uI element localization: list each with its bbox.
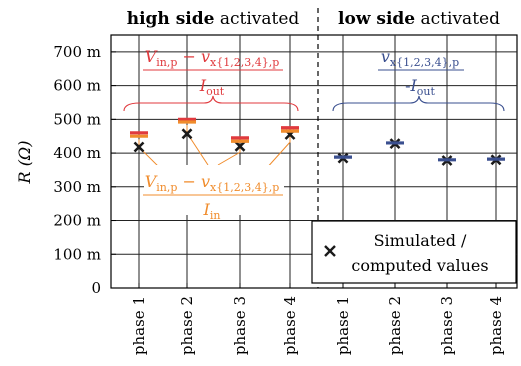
x-tick-label-7: phase 4 (487, 296, 505, 355)
x-ticks: phase 1 phase 2 phase 3 phase 4 phase 1 phase… (130, 283, 505, 355)
annotation-out-high-numerator: Vin,p − vx{1,2,3,4},p (145, 47, 280, 69)
x-tick-label-1: phase 2 (178, 296, 196, 355)
group-header-high: high side activated (127, 9, 300, 29)
y-tick-label-1: 100 m (53, 245, 101, 263)
x-tick-label-0: phase 1 (130, 296, 148, 355)
x-tick-label-4: phase 1 (334, 296, 352, 355)
annotation-out-high: Vin,p − vx{1,2,3,4},p Iout (123, 47, 299, 112)
group-header-high-bold: high side (127, 9, 215, 29)
plot-frame (110, 34, 518, 289)
annotation-out-high-brace (123, 95, 299, 112)
x-tick-label-3: phase 4 (281, 296, 299, 355)
annotation-in-high-numerator: Vin,p − vx{1,2,3,4},p (145, 172, 280, 194)
annotation-out-low-denominator: -Iout (405, 76, 435, 98)
x-tick-label-2: phase 3 (231, 296, 249, 355)
legend-marker (324, 245, 336, 257)
x-tick-label-6: phase 3 (438, 296, 456, 355)
leader-line-2 (217, 144, 241, 166)
legend: Simulated / computed values (311, 220, 517, 284)
cross-marker-1 (181, 128, 193, 140)
y-tick-label-4: 400 m (53, 144, 101, 162)
cross-marker-2 (234, 140, 246, 152)
group-header-low-bold: low side (338, 9, 415, 29)
y-tick-label-0: 0 (91, 279, 101, 297)
annotation-out-high-denominator: Iout (199, 76, 225, 98)
legend-label-line1: Simulated / (374, 231, 467, 250)
group-header-high-rest: activated (214, 9, 299, 29)
y-tick-label-2: 200 m (53, 212, 101, 230)
y-tick-label-5: 500 m (53, 110, 101, 128)
data-marks (130, 117, 505, 166)
cross-marker-0 (133, 141, 145, 153)
legend-label-line2: computed values (351, 256, 488, 275)
y-tick-label-7: 700 m (53, 43, 101, 61)
annotation-out-low: vx{1,2,3,4},p -Iout (332, 47, 505, 112)
group-header-low: low side activated (338, 9, 500, 29)
legend-box (311, 220, 517, 284)
x-tick-label-5: phase 2 (386, 296, 404, 355)
annotation-in-high-box (144, 165, 284, 215)
annotation-in-high-denominator: Iin (203, 200, 221, 222)
group-header-low-rest: activated (415, 9, 500, 29)
y-tick-label-6: 600 m (53, 77, 101, 95)
y-tick-label-3: 300 m (53, 178, 101, 196)
annotation-in-high: Vin,p − vx{1,2,3,4},p Iin (143, 165, 284, 222)
annotation-out-low-brace (332, 95, 505, 112)
annotation-out-low-numerator: vx{1,2,3,4},p (381, 47, 459, 69)
y-axis-label: R (Ω) (15, 141, 34, 185)
y-ticks: 0 100 m 200 m 300 m 400 m 500 m 600 m 700 m (53, 43, 116, 297)
